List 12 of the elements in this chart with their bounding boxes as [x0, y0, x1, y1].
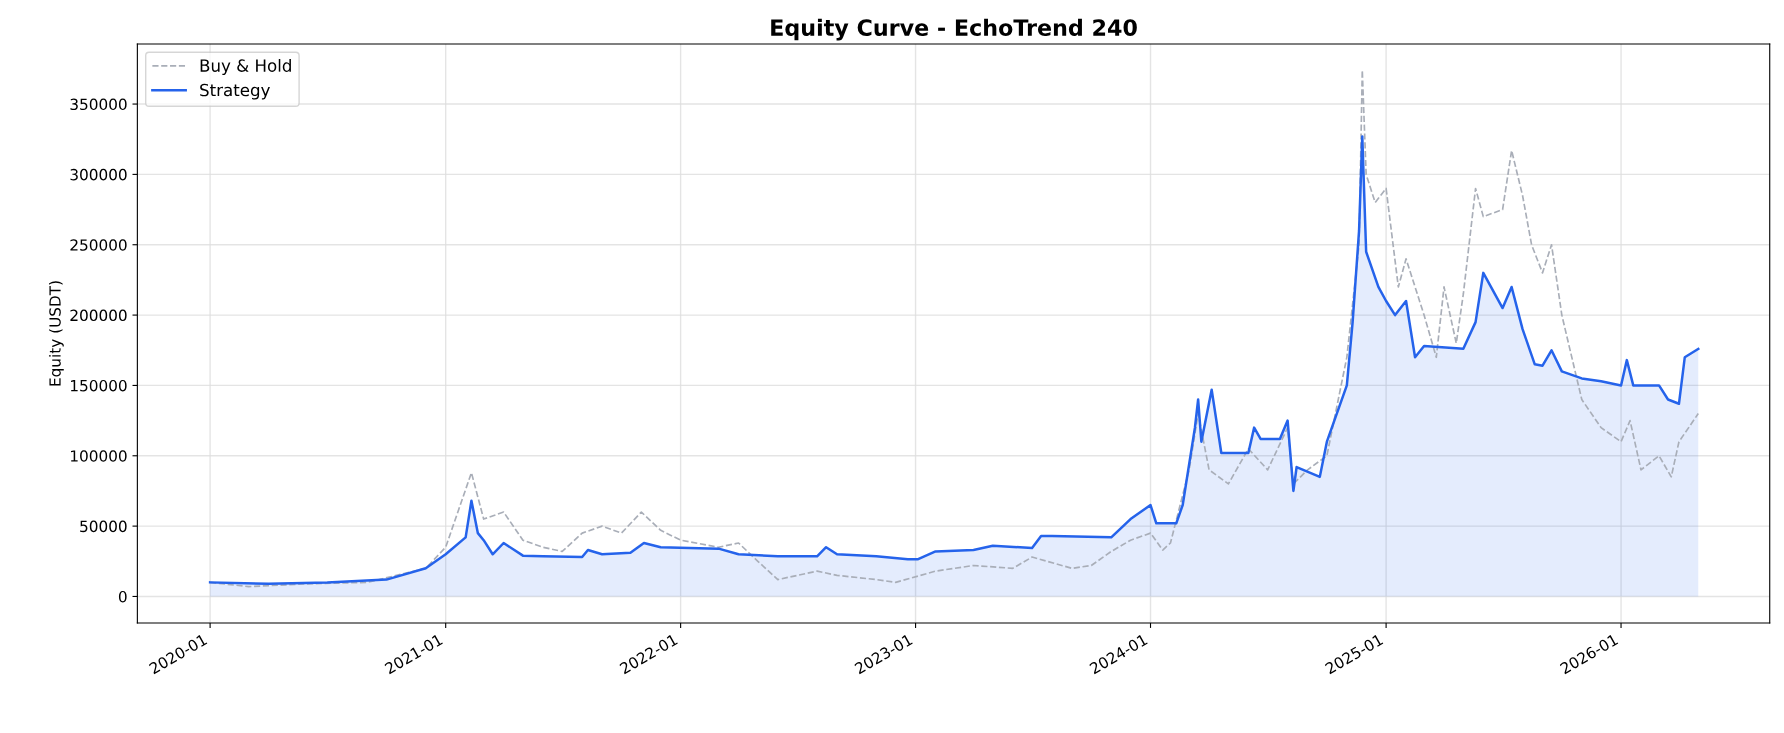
- y-tick-label: 250000: [70, 239, 127, 251]
- y-tick-label: 300000: [70, 168, 127, 181]
- y-tick-label: 150000: [71, 379, 127, 392]
- y-axis-title: Equity (USDT): [48, 281, 64, 386]
- y-tick-label: 50000: [80, 520, 127, 533]
- legend-label: Buy & Hold: [200, 58, 291, 76]
- y-tick-label: 0: [118, 590, 127, 603]
- legend-label: Strategy: [200, 83, 270, 100]
- chart-title: Equity Curve - EchoTrend 240: [771, 18, 1137, 41]
- y-tick-label: 100000: [71, 450, 127, 462]
- y-tick-label: 350000: [70, 98, 127, 111]
- y-tick-label: 200000: [70, 309, 127, 322]
